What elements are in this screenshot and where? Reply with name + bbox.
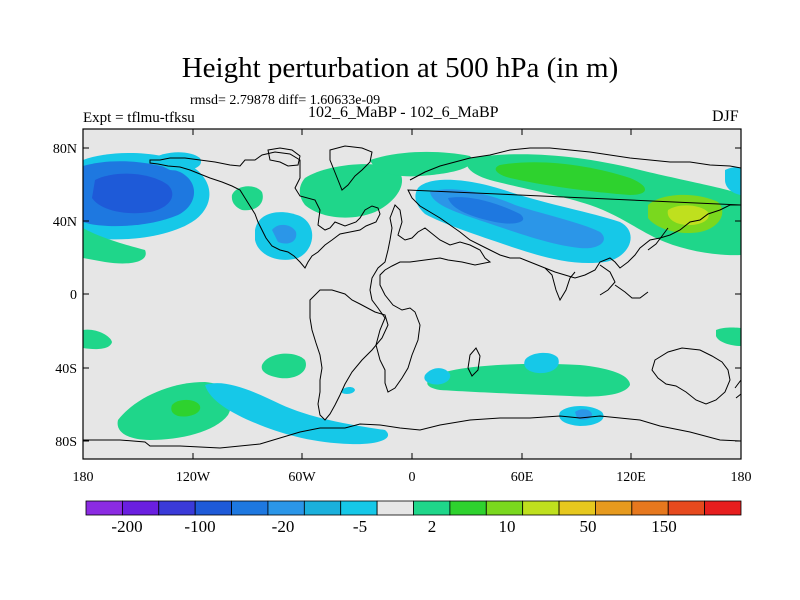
colorbar-box [194,500,232,516]
colorbar-box [704,500,742,516]
lon-tick-label: 120E [616,470,646,485]
contour-negative-right-edge [725,167,741,195]
colorbar-box [449,500,487,516]
colorbar-box [340,500,378,516]
coastlines [83,145,741,449]
lon-tick-label: 60W [288,470,316,485]
colorbar-label: 50 [580,517,597,536]
contour-positive-north-atlantic [299,164,403,218]
contour-negative-north-pacific-core [92,173,173,214]
lat-tick-labels: 80N 40N 0 40S 80S [53,142,77,450]
lon-tick-label: 180 [731,470,752,485]
coastline-southeast-asia [599,264,649,299]
colorbar-label: 150 [651,517,677,536]
case-label: 102_6_MaBP - 102_6_MaBP [308,104,499,121]
coastline-north-america [149,151,381,269]
season-label: DJF [712,108,739,125]
contour-fills [83,151,741,445]
colorbar-label: 2 [428,517,437,536]
coastline-arctic-islands [267,147,301,167]
contour-negative-small-south [342,387,355,394]
lon-tick-label: 60E [511,470,534,485]
coastline-eurasia [407,147,741,279]
lon-tick-label: 120W [176,470,211,485]
coastline-india [544,267,576,302]
coastline-madagascar [467,347,481,377]
colorbar-label: -5 [353,517,367,536]
colorbar-box [376,500,414,516]
plot-title: Height perturbation at 500 hPa (in m) [181,52,619,84]
contour-negative-south-atlantic [205,383,389,445]
colorbar-label: 10 [499,517,516,536]
colorbar-box [231,500,269,516]
colorbar-box [158,500,196,516]
coastline-antarctica [83,415,741,449]
coastline-japan [647,227,669,251]
contour-negative-north-pacific-lobe [150,152,201,171]
colorbar-label: -200 [111,517,142,536]
colorbar-box [267,500,305,516]
contour-positive-eurasia-core [495,162,645,195]
colorbar-box [121,500,160,516]
colorbar-box [522,500,560,516]
colorbar-label: -20 [272,517,295,536]
colorbar-box [85,500,123,516]
contour-negative-eurasia-deep [448,197,524,224]
lon-ticks [82,129,742,459]
contour-positive-west-pacific [83,228,146,264]
lon-tick-labels: 180 120W 60W 0 60E 120E 180 [73,470,752,485]
colorbar-box [667,500,706,516]
contour-positive-south-indian [427,363,630,397]
lat-tick-label: 40S [55,362,77,377]
lon-tick-label: 0 [409,470,416,485]
contour-positive-south-america-west [261,353,306,379]
colorbar-label: -100 [184,517,215,536]
lat-tick-label: 80S [55,435,77,450]
colorbar [85,500,742,516]
colorbar-labels: -200 -100 -20 -5 2 10 50 150 [111,517,676,536]
coastline-greenland [329,145,373,191]
rmsd-subtitle: rmsd= 2.79878 diff= 1.60633e-09 [190,93,381,108]
coastline-europe-africa [369,204,492,393]
coastline-south-america [309,289,389,421]
experiment-label: Expt = tflmu-tfksu [83,110,195,126]
lat-tick-label: 40N [53,215,77,230]
colorbar-box [413,500,451,516]
contour-positive-ne-pacific [231,186,263,211]
lon-tick-label: 180 [73,470,94,485]
coastline-new-zealand [734,379,741,399]
contour-positive-tasman [716,327,741,346]
colorbar-box [558,500,596,516]
lat-tick-label: 80N [53,142,77,157]
coastline-australia [651,347,731,405]
contour-negative-australia-south [524,352,559,374]
contour-positive-south-pacific-core [171,399,201,417]
contour-negative-north-america-core [272,224,297,244]
colorbar-box [631,500,669,516]
lat-ticks [83,147,741,442]
colorbar-box [595,500,633,516]
contour-negative-south-indian-small [424,368,451,385]
colorbar-box [485,500,524,516]
contour-positive-south-pacific-west [83,329,112,350]
contour-positive-arctic-strip [370,151,472,177]
lat-tick-label: 0 [70,288,77,303]
colorbar-box [303,500,342,516]
